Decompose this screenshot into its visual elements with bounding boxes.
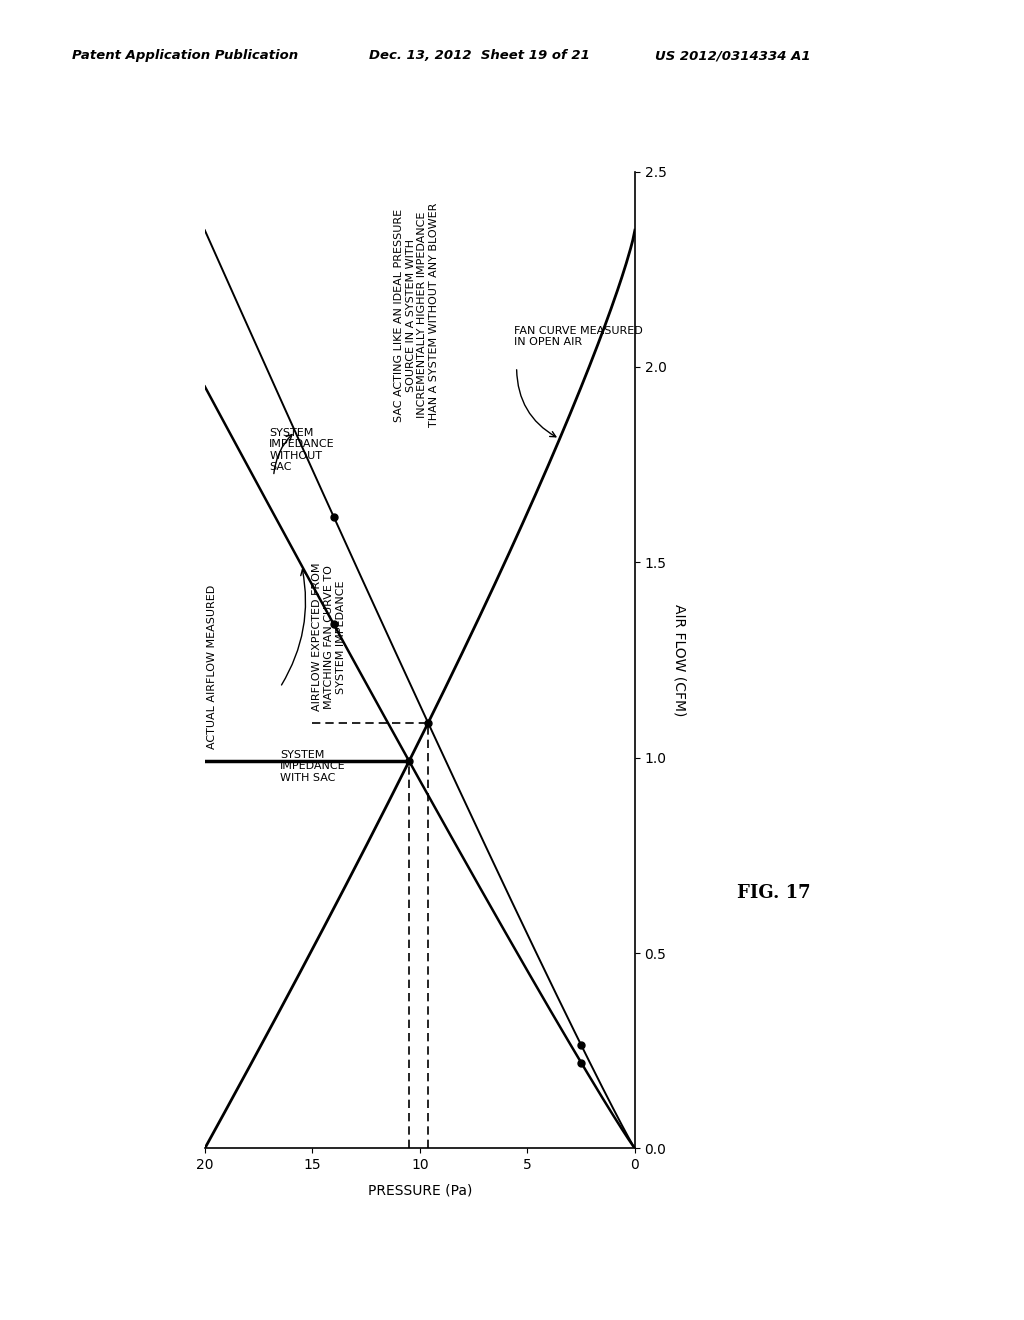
Text: SYSTEM
IMPEDANCE
WITH SAC: SYSTEM IMPEDANCE WITH SAC xyxy=(280,750,346,783)
Text: SYSTEM
IMPEDANCE
WITHOUT
SAC: SYSTEM IMPEDANCE WITHOUT SAC xyxy=(269,428,335,473)
Text: Patent Application Publication: Patent Application Publication xyxy=(72,49,298,62)
Text: AIRFLOW EXPECTED FROM
MATCHING FAN CURVE TO
SYSTEM IMPEDANCE: AIRFLOW EXPECTED FROM MATCHING FAN CURVE… xyxy=(312,562,345,711)
Text: SAC ACTING LIKE AN IDEAL PRESSURE
SOURCE IN A SYSTEM WITH
INCREMENTALLY HIGHER I: SAC ACTING LIKE AN IDEAL PRESSURE SOURCE… xyxy=(394,203,439,428)
Text: Dec. 13, 2012  Sheet 19 of 21: Dec. 13, 2012 Sheet 19 of 21 xyxy=(369,49,590,62)
Text: FIG. 17: FIG. 17 xyxy=(737,883,811,902)
Text: ACTUAL AIRFLOW MEASURED: ACTUAL AIRFLOW MEASURED xyxy=(207,585,217,750)
Text: US 2012/0314334 A1: US 2012/0314334 A1 xyxy=(655,49,811,62)
Text: FAN CURVE MEASURED
IN OPEN AIR: FAN CURVE MEASURED IN OPEN AIR xyxy=(514,326,643,347)
X-axis label: PRESSURE (Pa): PRESSURE (Pa) xyxy=(368,1183,472,1197)
Y-axis label: AIR FLOW (CFM): AIR FLOW (CFM) xyxy=(672,603,686,717)
